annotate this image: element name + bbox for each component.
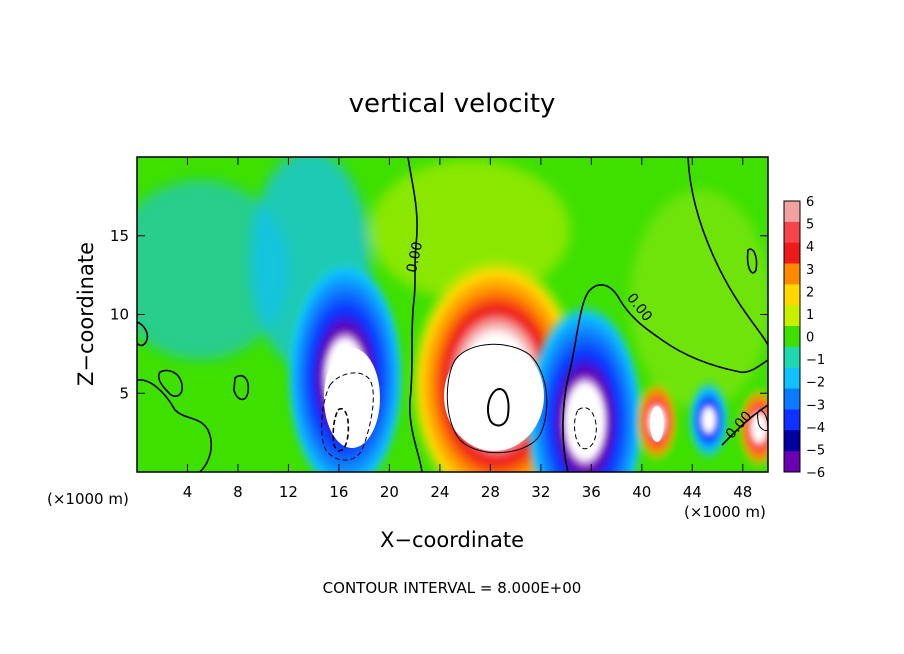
colorbar-label: 5 (806, 218, 814, 233)
downdraft-contour (332, 408, 350, 452)
zero-contour (137, 379, 212, 472)
x-tick-label: 24 (430, 483, 449, 501)
colorbar-label: −1 (806, 353, 825, 368)
yellow-wash-right (630, 190, 768, 410)
zero-contour (233, 374, 250, 401)
y-tick-label: 5 (119, 384, 129, 402)
y-axis-label: Z−coordinate (74, 242, 98, 386)
downdraft-cell (686, 378, 731, 463)
colorbar-swatch (784, 326, 800, 348)
colorbar-label: −3 (806, 398, 825, 413)
colorbar-swatch (784, 201, 800, 223)
x-tick-label: 20 (380, 483, 399, 501)
colorbar-swatch (784, 221, 800, 244)
updraft-contour (487, 388, 510, 427)
colorbar-frame (783, 200, 801, 473)
x-tick-label: 36 (582, 483, 601, 501)
colorbar-label: 6 (806, 195, 814, 210)
x-tick-label: 32 (531, 483, 550, 501)
zero-contour (721, 404, 768, 446)
colorbar-swatch (784, 409, 800, 431)
x-tick-label: 28 (481, 483, 500, 501)
downdraft-contour (574, 407, 597, 450)
y-axis: 5 10 15 (110, 227, 768, 402)
x-unit-left: (×1000 m) (47, 490, 129, 508)
updraft-core-white-2 (650, 406, 664, 442)
zero-contour (746, 248, 758, 274)
zero-contour (687, 157, 768, 346)
updraft-contour (446, 343, 548, 454)
colorbar-swatch (784, 430, 800, 452)
downdraft-cell (525, 301, 645, 472)
colorbar-label: 0 (806, 331, 814, 346)
y-tick-label: 15 (110, 227, 129, 245)
contour-label: 0.00 (404, 240, 426, 274)
colorbar-label: −4 (806, 421, 825, 436)
downdraft-core-white-2 (573, 394, 597, 454)
updraft-contour (757, 409, 768, 431)
x-tick-label: 4 (183, 483, 193, 501)
colorbar-label: 3 (806, 263, 814, 278)
colorbar-swatch (784, 305, 800, 327)
zero-contour (157, 369, 184, 397)
x-tick-label: 48 (733, 483, 752, 501)
zero-contour (137, 321, 149, 347)
velocity-field: 0.00 0.00 0.00 (137, 157, 768, 472)
downdraft-core-white (324, 348, 380, 448)
x-tick-label: 40 (632, 483, 651, 501)
colorbar-label: −6 (806, 466, 825, 481)
colorbar-label: 2 (806, 285, 814, 300)
colorbar-label: −5 (806, 443, 825, 458)
y-tick-label: 10 (110, 306, 129, 324)
x-tick-label: 8 (233, 483, 243, 501)
colorbar-swatch (784, 388, 800, 410)
downdraft-contour (321, 372, 374, 461)
colorbar: 6 5 4 3 2 1 0 −1 −2 −3 −4 −5 −6 (783, 195, 825, 481)
colorbar-swatch (784, 451, 800, 473)
x-unit-right: (×1000 m) (684, 503, 766, 521)
updraft-cell (737, 385, 768, 470)
colorbar-swatch (784, 242, 800, 265)
x-axis-label: X−coordinate (380, 528, 524, 552)
colorbar-label: −2 (806, 376, 825, 391)
colorbar-label: 4 (806, 240, 814, 255)
zero-contour (407, 157, 423, 472)
colorbar-swatch (784, 367, 800, 390)
colorbar-swatch (784, 263, 800, 285)
chart-title: vertical velocity (349, 89, 556, 119)
contour-interval-label: CONTOUR INTERVAL = 8.000E+00 (323, 579, 582, 597)
x-axis: 4 8 12 16 20 24 28 32 36 40 44 48 (183, 157, 752, 501)
updraft-core-white (444, 341, 544, 451)
x-tick-label: 12 (279, 483, 298, 501)
colorbar-label: 1 (806, 308, 814, 323)
x-tick-label: 16 (329, 483, 348, 501)
colorbar-swatch (784, 284, 800, 306)
cyan-wash-left (137, 180, 290, 360)
zero-contour (562, 284, 768, 472)
colorbar-swatch (784, 346, 800, 369)
x-tick-label: 44 (683, 483, 702, 501)
